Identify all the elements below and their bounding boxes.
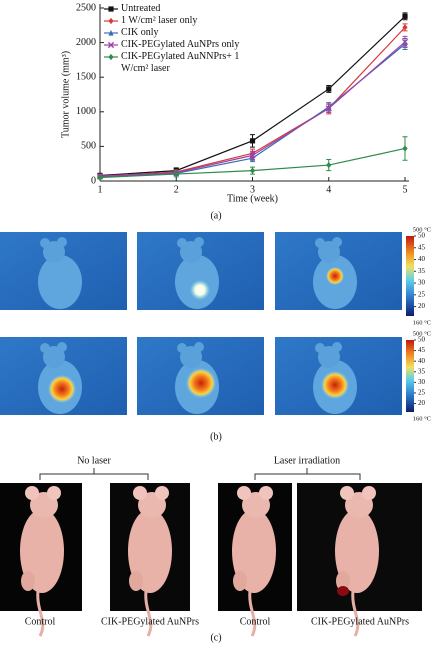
colorbar-max: 500 °C — [413, 226, 431, 233]
marker — [97, 174, 103, 181]
y-tick-label: 500 — [81, 141, 96, 152]
colorbar-tick-label: 50 — [418, 232, 426, 240]
colorbar-tick-label: 35 — [418, 367, 426, 375]
photo-label: Control — [25, 616, 56, 627]
marker — [325, 105, 332, 112]
colorbar-tick-label: 40 — [418, 255, 426, 263]
legend-label: CIK only — [121, 27, 159, 38]
panel-label: (b) — [210, 431, 222, 442]
y-tick-label: 2000 — [76, 37, 96, 48]
y-tick-label: 2500 — [76, 2, 96, 13]
colorbar-tick-label: 30 — [418, 279, 426, 287]
marker — [326, 161, 332, 169]
legend-entry: Untreated — [104, 3, 249, 15]
colorbar-tick-label: 45 — [418, 243, 426, 251]
x-tick-label: 5 — [403, 184, 408, 195]
photo-label: CIK-PEGylated AuNPrs — [101, 616, 199, 627]
legend-swatch — [104, 29, 118, 36]
marker — [249, 138, 256, 144]
colorbar — [406, 340, 414, 412]
marker — [108, 6, 114, 12]
marker — [401, 38, 409, 46]
legend: Untreated 1 W/cm² laser only CIK only CIK-P… — [104, 3, 249, 75]
marker — [107, 41, 115, 49]
y-tick-label: 1000 — [76, 106, 96, 117]
x-tick-label: 3 — [250, 184, 255, 195]
x-tick-label: 1 — [98, 184, 103, 195]
legend-entry: CIK-PEGylated AuNPrs only — [104, 39, 249, 51]
colorbar-max: 500 °C — [413, 330, 431, 337]
legend-swatch — [104, 6, 118, 12]
colorbar-min: 160 °C — [413, 415, 431, 422]
legend-entry: CIK-PEGylated AuNNPrs+ 1 W/cm² laser — [104, 51, 249, 75]
colorbar-min: 160 °C — [413, 319, 431, 326]
y-axis-title: Tumor volume (mm³) — [60, 51, 71, 138]
colorbar-tick-label: 30 — [418, 378, 426, 386]
colorbar — [406, 236, 414, 316]
colorbar-tick-label: 20 — [418, 302, 426, 310]
marker — [402, 13, 408, 19]
photo-label: Control — [240, 616, 271, 627]
x-tick-label: 4 — [326, 184, 331, 195]
x-axis-title: Time (week) — [227, 193, 278, 204]
thermal-panels — [0, 232, 402, 415]
marker — [108, 29, 114, 36]
marker — [108, 53, 114, 61]
photo-label: CIK-PEGylated AuNPrs — [311, 616, 409, 627]
legend-label: CIK-PEGylated AuNNPrs+ 1 W/cm² laser — [121, 51, 240, 74]
marker — [402, 145, 408, 152]
legend-label: CIK-PEGylated AuNPrs only — [121, 39, 240, 50]
marker — [249, 152, 256, 159]
colorbar-tick-label: 25 — [418, 290, 426, 298]
bracket — [39, 468, 149, 480]
colorbar-tick-label: 35 — [418, 267, 426, 275]
marker — [249, 167, 256, 174]
group-title: No laser — [77, 455, 111, 466]
photos — [0, 468, 422, 638]
legend-label: 1 W/cm² laser only — [121, 15, 198, 26]
panel-label: (a) — [210, 210, 221, 221]
legend-label: Untreated — [121, 3, 161, 14]
bracket — [254, 468, 361, 480]
group-title: Laser irradiation — [274, 455, 340, 466]
legend-swatch — [104, 53, 118, 61]
legend-swatch — [104, 17, 118, 25]
marker — [173, 170, 179, 178]
marker — [326, 86, 332, 92]
marker — [108, 17, 114, 25]
legend-entry: 1 W/cm² laser only — [104, 15, 249, 27]
colorbar-tick-label: 20 — [418, 399, 426, 407]
legend-swatch — [104, 41, 118, 49]
y-tick-label: 1500 — [76, 71, 96, 82]
y-tick-label: 0 — [91, 175, 96, 186]
marker — [402, 24, 408, 31]
colorbar-tick-label: 50 — [418, 336, 426, 344]
colorbar-tick-label: 45 — [418, 346, 426, 354]
colorbar-tick-label: 40 — [418, 357, 426, 365]
x-tick-label: 2 — [174, 184, 179, 195]
colorbar-tick-label: 25 — [418, 389, 426, 397]
legend-entry: CIK only — [104, 27, 249, 39]
panel-label: (c) — [210, 632, 221, 643]
